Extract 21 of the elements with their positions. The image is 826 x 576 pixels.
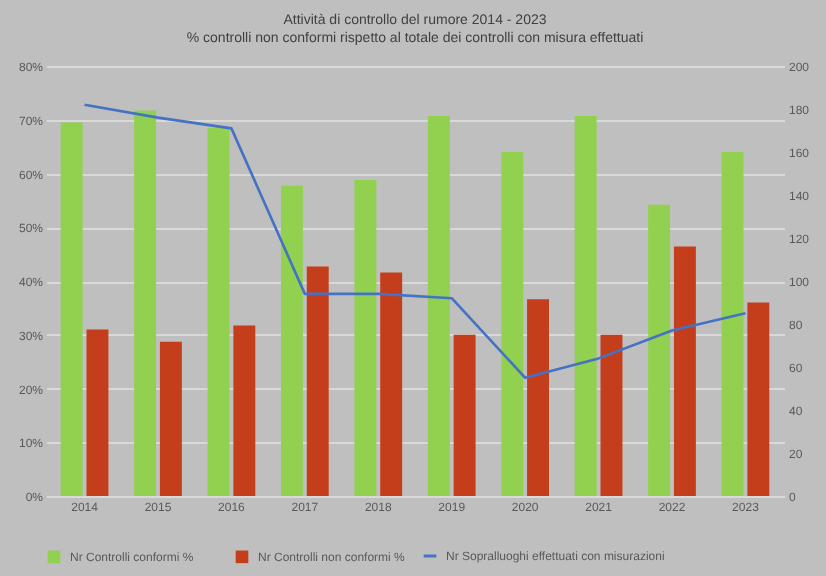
bar [673,246,696,496]
bar [427,115,450,496]
bar [60,122,83,496]
bar [453,334,476,496]
bar [380,272,403,496]
bar [600,334,623,496]
bar [233,325,256,496]
bar [159,341,182,496]
bar [207,127,230,496]
bar [501,152,524,496]
bar [354,179,377,496]
bar [747,302,770,496]
bar [721,152,744,496]
bar [574,115,597,496]
bar [134,110,157,496]
bar [280,185,303,496]
line-series [83,103,747,380]
bar [86,329,109,496]
bar [306,266,329,496]
bar [527,299,550,496]
bar [648,204,671,496]
